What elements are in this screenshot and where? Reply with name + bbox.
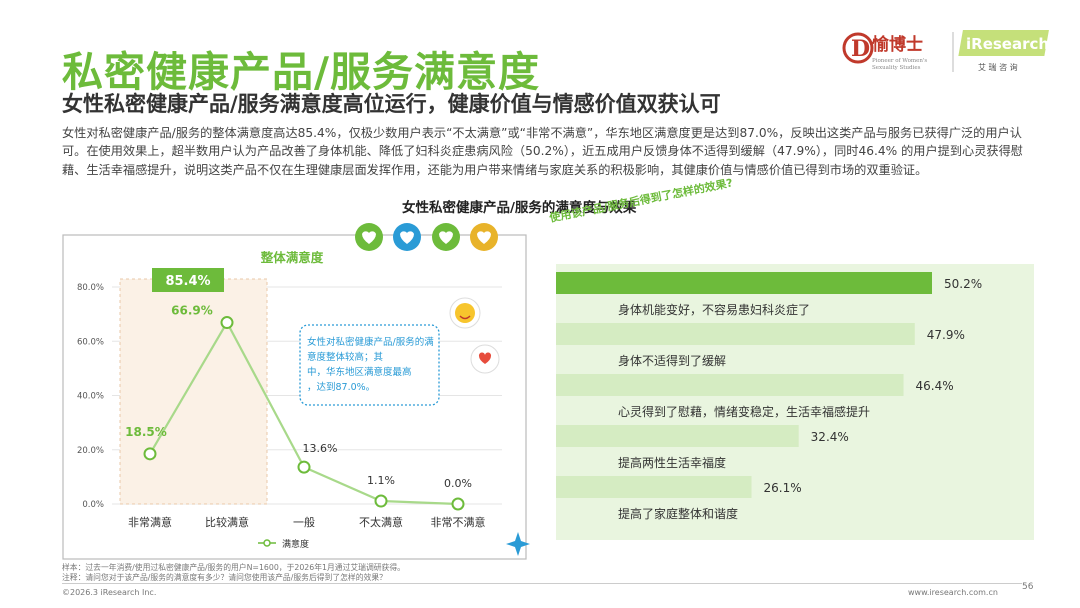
chart-frame	[62, 234, 527, 560]
effect-bar	[556, 374, 904, 396]
brand-tagline-2: Sexuality Studies	[872, 65, 921, 71]
line-chart-title: 整体满意度	[261, 250, 324, 265]
effect-bar	[556, 425, 799, 447]
iresearch-wordmark: iResearch	[966, 35, 1049, 53]
x-tick-label: 不太满意	[359, 515, 403, 529]
callout-text: 女性对私密健康产品/服务的满意度整体较高；其中，华东地区满意度最高，达到87.0…	[307, 336, 434, 393]
logo-area: D 愉博士 Pioneer of Women's Sexuality Studi…	[840, 24, 1060, 84]
data-point	[374, 494, 388, 508]
sparkle-icon	[506, 532, 530, 556]
iresearch-cn: 艾 瑞 咨 询	[978, 62, 1018, 72]
bar-category-label: 心灵得到了慰藉，情绪变稳定，生活幸福感提升	[618, 404, 870, 419]
footer-copyright: ©2026.3 iResearch Inc.	[62, 588, 157, 597]
brand-cn: 愉博士	[872, 34, 923, 55]
page-title: 私密健康产品/服务满意度	[62, 48, 540, 96]
bar-category-label: 提高两性生活幸福度	[618, 455, 726, 470]
satisfaction-line-chart: 整体满意度 0.0% 20.0% 40.0% 60.0% 80.0% 85.4% 18.…	[62, 223, 530, 560]
x-tick-label: 非常满意	[128, 515, 172, 529]
y-tick-label: 0.0%	[82, 500, 104, 510]
page-number: 56	[1022, 582, 1034, 592]
bar-category-label: 身体不适得到了缓解	[618, 353, 726, 368]
data-label: 66.9%	[171, 304, 213, 318]
x-tick-label: 一般	[293, 516, 315, 529]
footer-site: www.iresearch.com.cn	[908, 588, 998, 597]
y-tick-label: 80.0%	[77, 283, 104, 293]
effect-bar	[556, 476, 752, 498]
bar-value-label: 32.4%	[811, 430, 849, 444]
bar-value-label: 46.4%	[916, 379, 954, 393]
data-point	[297, 460, 311, 474]
legend-label: 满意度	[282, 538, 309, 550]
y-tick-label: 40.0%	[77, 392, 104, 402]
x-tick-label: 非常不满意	[431, 515, 486, 529]
data-point	[143, 447, 157, 461]
effect-bar	[556, 272, 932, 294]
brand-logo: D 愉博士 Pioneer of Women's Sexuality Studi…	[842, 30, 1049, 72]
effect-bar-chart: 50.2% 身体机能变好，不容易患妇科炎症了 47.9% 身体不适得到了缓解 46.4%…	[556, 264, 1034, 540]
chart-section-title: 女性私密健康产品/服务的满意度与效果	[402, 200, 637, 216]
data-point	[220, 316, 234, 330]
footer-divider	[62, 583, 1022, 584]
y-tick-label: 20.0%	[77, 446, 104, 456]
sample-footnote: 样本：过去一年消费/使用过私密健康产品/服务的用户N=1600，于2026年1月…	[62, 563, 405, 572]
data-point	[451, 497, 465, 511]
data-label: 0.0%	[444, 477, 472, 490]
svg-text:D: D	[851, 36, 870, 62]
bar-value-label: 26.1%	[763, 481, 801, 495]
bar-value-label: 50.2%	[944, 277, 982, 291]
bar-category-label: 身体机能变好，不容易患妇科炎症了	[618, 302, 810, 317]
effect-bar	[556, 323, 915, 345]
note-footnote: 注释：请问您对于该产品/服务的满意度有多少？请问您使用该产品/服务后得到了怎样的…	[62, 573, 387, 582]
highlight-badge-label: 85.4%	[165, 274, 210, 289]
y-tick-label: 60.0%	[77, 337, 104, 347]
highlight-region	[119, 278, 268, 505]
summary-paragraph: 女性对私密健康产品/服务的整体满意度高达85.4%，仅极少数用户表示“不太满意”…	[62, 126, 1023, 177]
bar-value-label: 47.9%	[927, 328, 965, 342]
data-label: 1.1%	[367, 474, 395, 487]
brand-tagline-1: Pioneer of Women's	[872, 58, 927, 64]
data-label: 18.5%	[125, 425, 167, 439]
callout-box	[299, 324, 440, 406]
heart-icons-group	[355, 223, 498, 251]
data-label: 13.6%	[303, 442, 338, 455]
bar-category-label: 提高了家庭整体和谐度	[618, 506, 738, 521]
page-subtitle: 女性私密健康产品/服务满意度高位运行，健康价值与情感价值双获认可	[62, 92, 721, 116]
x-tick-label: 比较满意	[205, 515, 249, 529]
highlight-badge	[152, 268, 224, 292]
